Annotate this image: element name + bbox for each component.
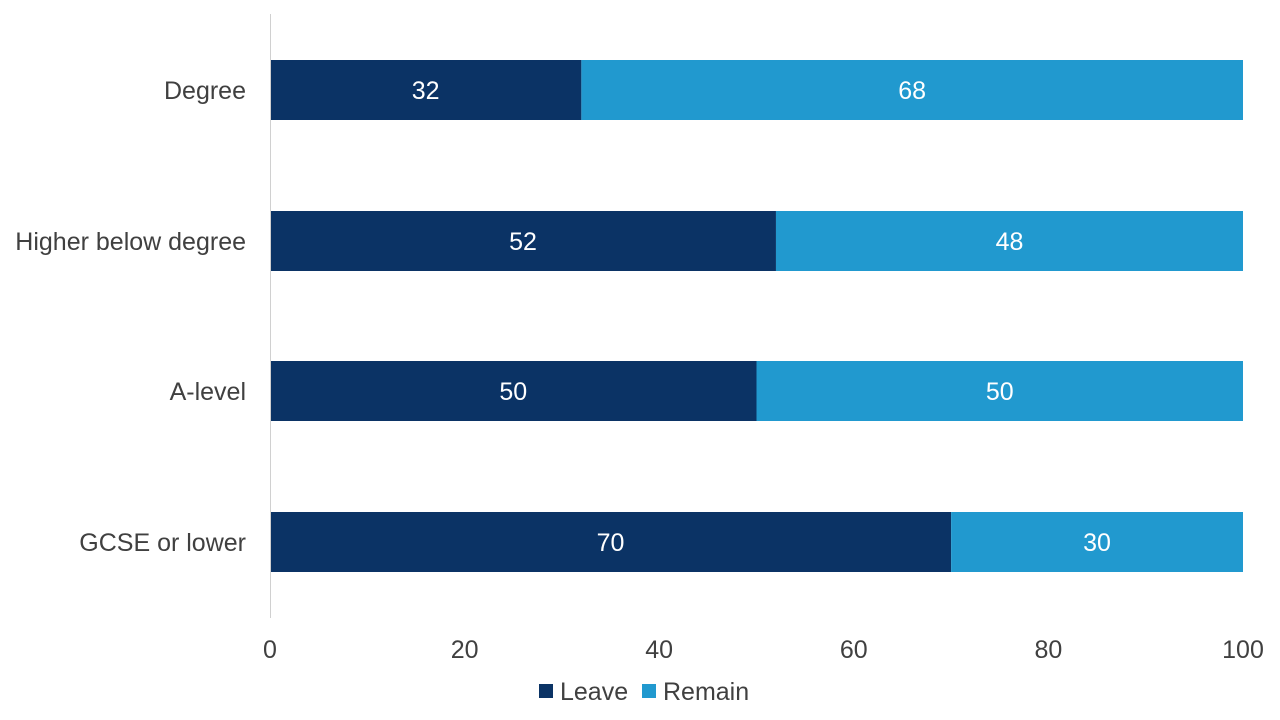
- legend-swatch-remain: [642, 684, 656, 698]
- bars-group: 32 68 52 48 50 50 70 30: [270, 60, 1243, 572]
- legend-swatch-leave: [539, 684, 553, 698]
- legend-label-remain: Remain: [663, 678, 749, 706]
- category-label: Degree: [164, 77, 246, 105]
- x-tick-label: 100: [1222, 636, 1264, 664]
- data-label: 50: [499, 378, 527, 406]
- bar-leave: [270, 60, 582, 120]
- category-label: GCSE or lower: [79, 529, 246, 557]
- x-axis-ticks: 0 20 40 60 80 100: [263, 636, 1264, 664]
- bar-remain: [581, 60, 1243, 120]
- data-label: 52: [509, 228, 537, 256]
- bar-remain: [756, 361, 1243, 421]
- x-tick-label: 20: [451, 636, 479, 664]
- data-label: 32: [412, 77, 440, 105]
- data-label: 68: [898, 77, 926, 105]
- x-tick-label: 0: [263, 636, 277, 664]
- x-tick-label: 40: [645, 636, 673, 664]
- legend-label-leave: Leave: [560, 678, 628, 706]
- category-label: Higher below degree: [15, 228, 246, 256]
- bar-remain: [775, 211, 1243, 271]
- category-label: A-level: [170, 378, 246, 406]
- data-label: 50: [986, 378, 1014, 406]
- data-label: 48: [996, 228, 1024, 256]
- bar-remain: [951, 512, 1243, 572]
- x-tick-label: 80: [1034, 636, 1062, 664]
- data-label: 70: [597, 529, 625, 557]
- category-labels: Degree Higher below degree A-level GCSE or …: [15, 77, 246, 557]
- bar-leave: [270, 361, 757, 421]
- bar-leave: [270, 211, 776, 271]
- legend: Leave Remain: [539, 678, 749, 706]
- x-tick-label: 60: [840, 636, 868, 664]
- data-label: 30: [1083, 529, 1111, 557]
- bar-leave: [270, 512, 952, 572]
